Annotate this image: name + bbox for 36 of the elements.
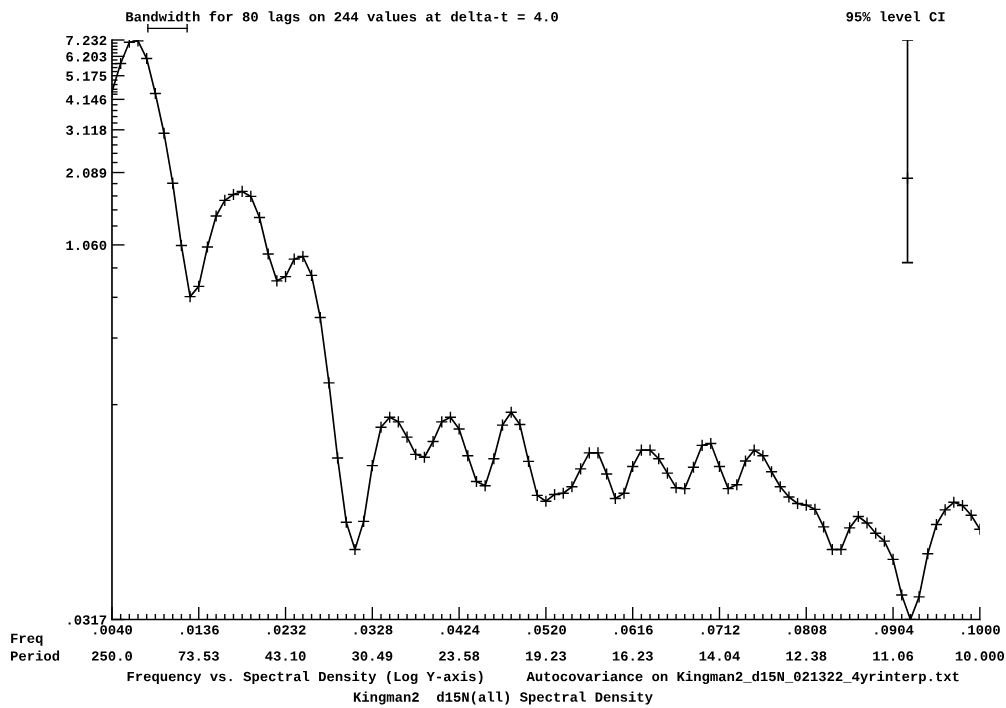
y-tick-label: 4.146 <box>65 95 107 105</box>
x-tick-label: .0424 <box>441 625 480 635</box>
y-tick-label: 7.232 <box>66 35 107 46</box>
text: 30.49 <box>352 651 393 661</box>
x-tick-label: .0808 <box>788 625 827 635</box>
text: 10.000 <box>955 651 1005 661</box>
text: Period <box>10 650 60 661</box>
y-tick-label: 5.175 <box>66 71 107 81</box>
x-tick-label: .1000 <box>962 625 1000 635</box>
text: 19.23 <box>526 651 567 661</box>
x-tick-label: .0232 <box>267 625 306 635</box>
y-tick-label: 6.203 <box>66 52 107 62</box>
text: 43.10 <box>265 651 306 661</box>
y-tick-label: 1.060 <box>66 240 107 251</box>
text: Kingman2 d15N(all) Spectral Density <box>353 691 653 705</box>
y-tick-label: .0317 <box>68 615 107 625</box>
x-tick-label: .0904 <box>875 625 914 635</box>
text: Freq <box>11 633 43 646</box>
x-tick-label: .0040 <box>94 625 132 635</box>
x-tick-label: .0616 <box>615 625 653 635</box>
y-tick-label: 3.118 <box>66 125 107 135</box>
text: 16.23 <box>612 651 653 661</box>
y-tick-label: 2.089 <box>66 168 107 178</box>
x-tick-label: .0712 <box>701 625 740 635</box>
text: 250.0 <box>91 651 132 661</box>
x-tick-label: .0328 <box>354 625 393 635</box>
text: 73.53 <box>178 651 219 661</box>
x-tick-label: .0136 <box>181 625 219 635</box>
text: 12.38 <box>786 651 827 661</box>
text: 11.06 <box>873 651 914 661</box>
x-axis-title: Frequency vs. Spectral Density (Log Y-axis) Autocovariance on Kingman2_d15N_021322_4yrinterp.txt <box>127 671 959 685</box>
text: 14.04 <box>699 651 740 661</box>
x-tick-label: .0520 <box>528 625 566 635</box>
text: Bandwidth for 80 lags on 244 values at delta-t = 4.0 <box>126 11 558 25</box>
text: 23.58 <box>439 651 480 661</box>
text: 95% level CI <box>846 11 945 22</box>
